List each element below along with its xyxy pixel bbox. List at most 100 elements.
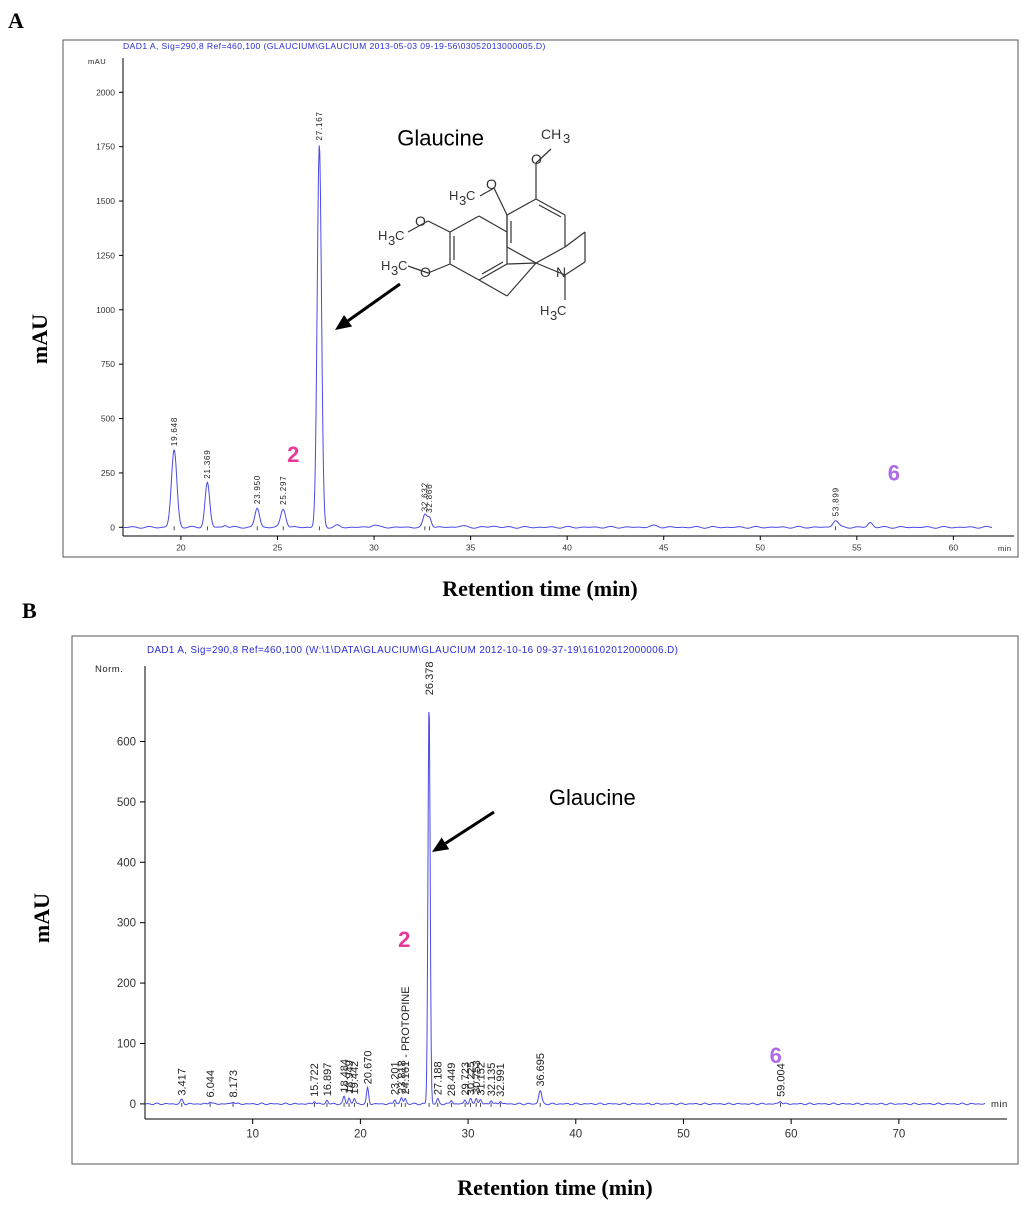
panel-a-y-tick-label: 250 [101,468,115,478]
atom-label: 3 [388,233,395,248]
panel-b-peak-label: 18.484 [339,1059,351,1093]
panel-a-x-tick-label: 40 [562,543,572,553]
panel-a-x-tick-label: 25 [273,543,283,553]
atom-label: H [381,258,390,273]
panel-b-x-tick-label: 20 [354,1129,367,1141]
panel-a-y-unit-label: mAU [88,57,106,66]
panel-b-y-unit-label: Norm. [95,664,123,675]
panel-b-x-tick-label: 30 [462,1129,475,1141]
panel-b-x-tick-label: 10 [246,1129,259,1141]
bond [535,198,566,216]
panel-a-trace [122,145,993,529]
bond [564,261,586,276]
panel-b-peak-label: 32.991 [495,1063,507,1097]
atom-label: H [449,188,458,203]
panel-b-y-tick-label: 0 [130,1099,136,1111]
atom-label: 3 [391,263,398,278]
panel-b-peak-label: 31.152 [475,1062,487,1096]
panel-b-y-tick-label: 300 [117,918,136,930]
atom-label: 3 [563,131,570,146]
panel-a-x-tick-label: 35 [466,543,476,553]
panel-a-peak-label: 32.866 [425,484,434,513]
panel-a-x-tick-label: 50 [756,543,766,553]
bond [535,246,566,264]
panel-a-peak-label: 53.899 [831,487,840,516]
panel-b-signal-header: DAD1 A, Sig=290,8 Ref=460,100 (W:\1\DATA… [147,645,678,656]
atom-label: O [415,213,426,229]
bond [427,220,451,233]
atom-label: H [540,303,549,318]
panel-b-peak-label: 36.695 [535,1053,547,1087]
bond [478,263,508,281]
panel-a-y-tick-label: 1750 [96,142,115,152]
panel-b-peak-label: 6.044 [205,1070,217,1098]
panel-a-compound-number-6: 6 [888,461,900,486]
bond [493,187,508,216]
panel-a-y-tick-label: 1000 [96,305,115,315]
panel-b-letter: B [22,598,37,623]
bond [506,246,537,264]
panel-b-peak-label: 20.670 [362,1051,374,1085]
panel-b-chart: DAD1 A, Sig=290,8 Ref=460,100 (W:\1\DATA… [71,635,1019,1165]
bond [535,148,552,164]
panel-b-peak-label: 26.378 [424,662,436,696]
panel-b-x-tick-label: 70 [892,1129,905,1141]
panel-b-peak-label: 3.417 [177,1068,189,1096]
panel-a-peak-label: 23.950 [253,475,262,504]
panel-b-peak-label: 30.753 [471,1060,483,1094]
atom-label: N [556,264,566,280]
panel-a-x-tick-label: 30 [369,543,379,553]
panel-b-glaucine-arrow-head [432,837,450,852]
panel-a-signal-header: DAD1 A, Sig=290,8 Ref=460,100 (GLAUCIUM\… [123,41,546,51]
panel-a-x-tick-label: 60 [949,543,959,553]
atom-label: C [398,258,407,273]
panel-a-x-title: Retention time (min) [442,576,638,601]
panel-b-x-unit-label: min [991,1099,1008,1110]
panel-b-compound-number-2: 2 [398,927,410,952]
panel-b-peak-label: 32.135 [486,1063,498,1097]
panel-b-peak-label: 59.004 [775,1063,787,1097]
panel-a-glaucine-arrow [335,282,401,330]
bond [479,187,495,197]
panel-a-peak-label: 21.369 [203,449,212,478]
panel-a-peak-label: 27.167 [315,111,324,140]
panel-b-y-tick-label: 400 [117,857,136,869]
panel-a-compound-number-2: 2 [287,442,299,467]
bond [449,215,480,233]
panel-a-y-tick-label: 750 [101,359,115,369]
panel-b-x-tick-label: 40 [569,1129,582,1141]
atom-label: O [531,151,542,167]
bond [407,265,429,274]
panel-b-peak-label: 23.818 [396,1060,408,1094]
atom-label: CH [541,126,561,142]
panel-a-peak-label: 25.297 [279,476,288,505]
atom-label: C [466,188,475,203]
panel-a-y-tick-label: 2000 [96,87,115,97]
panel-a-x-unit-label: min [998,544,1012,553]
bond [449,263,480,281]
panel-b-y-tick-label: 100 [117,1039,136,1051]
panel-a-peak-label: 19.648 [170,417,179,446]
atom-label: O [420,264,431,280]
panel-b-peak-label: 30.225 [465,1061,477,1095]
panel-a-y-tick-label: 1250 [96,250,115,260]
panel-b-peak-label: 29.723 [460,1062,472,1096]
panel-a-y-tick-label: 0 [110,522,115,532]
panel-b-peak-label: 27.188 [433,1061,445,1095]
bond [535,262,566,276]
bond [564,231,586,248]
bond [506,198,537,216]
panel-b-peak-label: 28.449 [446,1063,458,1097]
panel-b-x-tick-label: 50 [677,1129,690,1141]
panel-a-x-tick-label: 45 [659,543,669,553]
panel-a-chart: DAD1 A, Sig=290,8 Ref=460,100 (GLAUCIUM\… [62,39,1019,558]
panel-a-glaucine-arrow-shaft [347,282,401,322]
panel-b-glaucine-arrow [432,810,495,852]
panel-a-glaucine-arrow-head [335,315,353,330]
panel-b-peak-label: 19.442 [349,1061,361,1095]
bond [478,279,508,297]
panel-b-y-tick-label: 600 [117,736,136,748]
bond [506,262,537,265]
panel-a-x-tick-label: 55 [852,543,862,553]
